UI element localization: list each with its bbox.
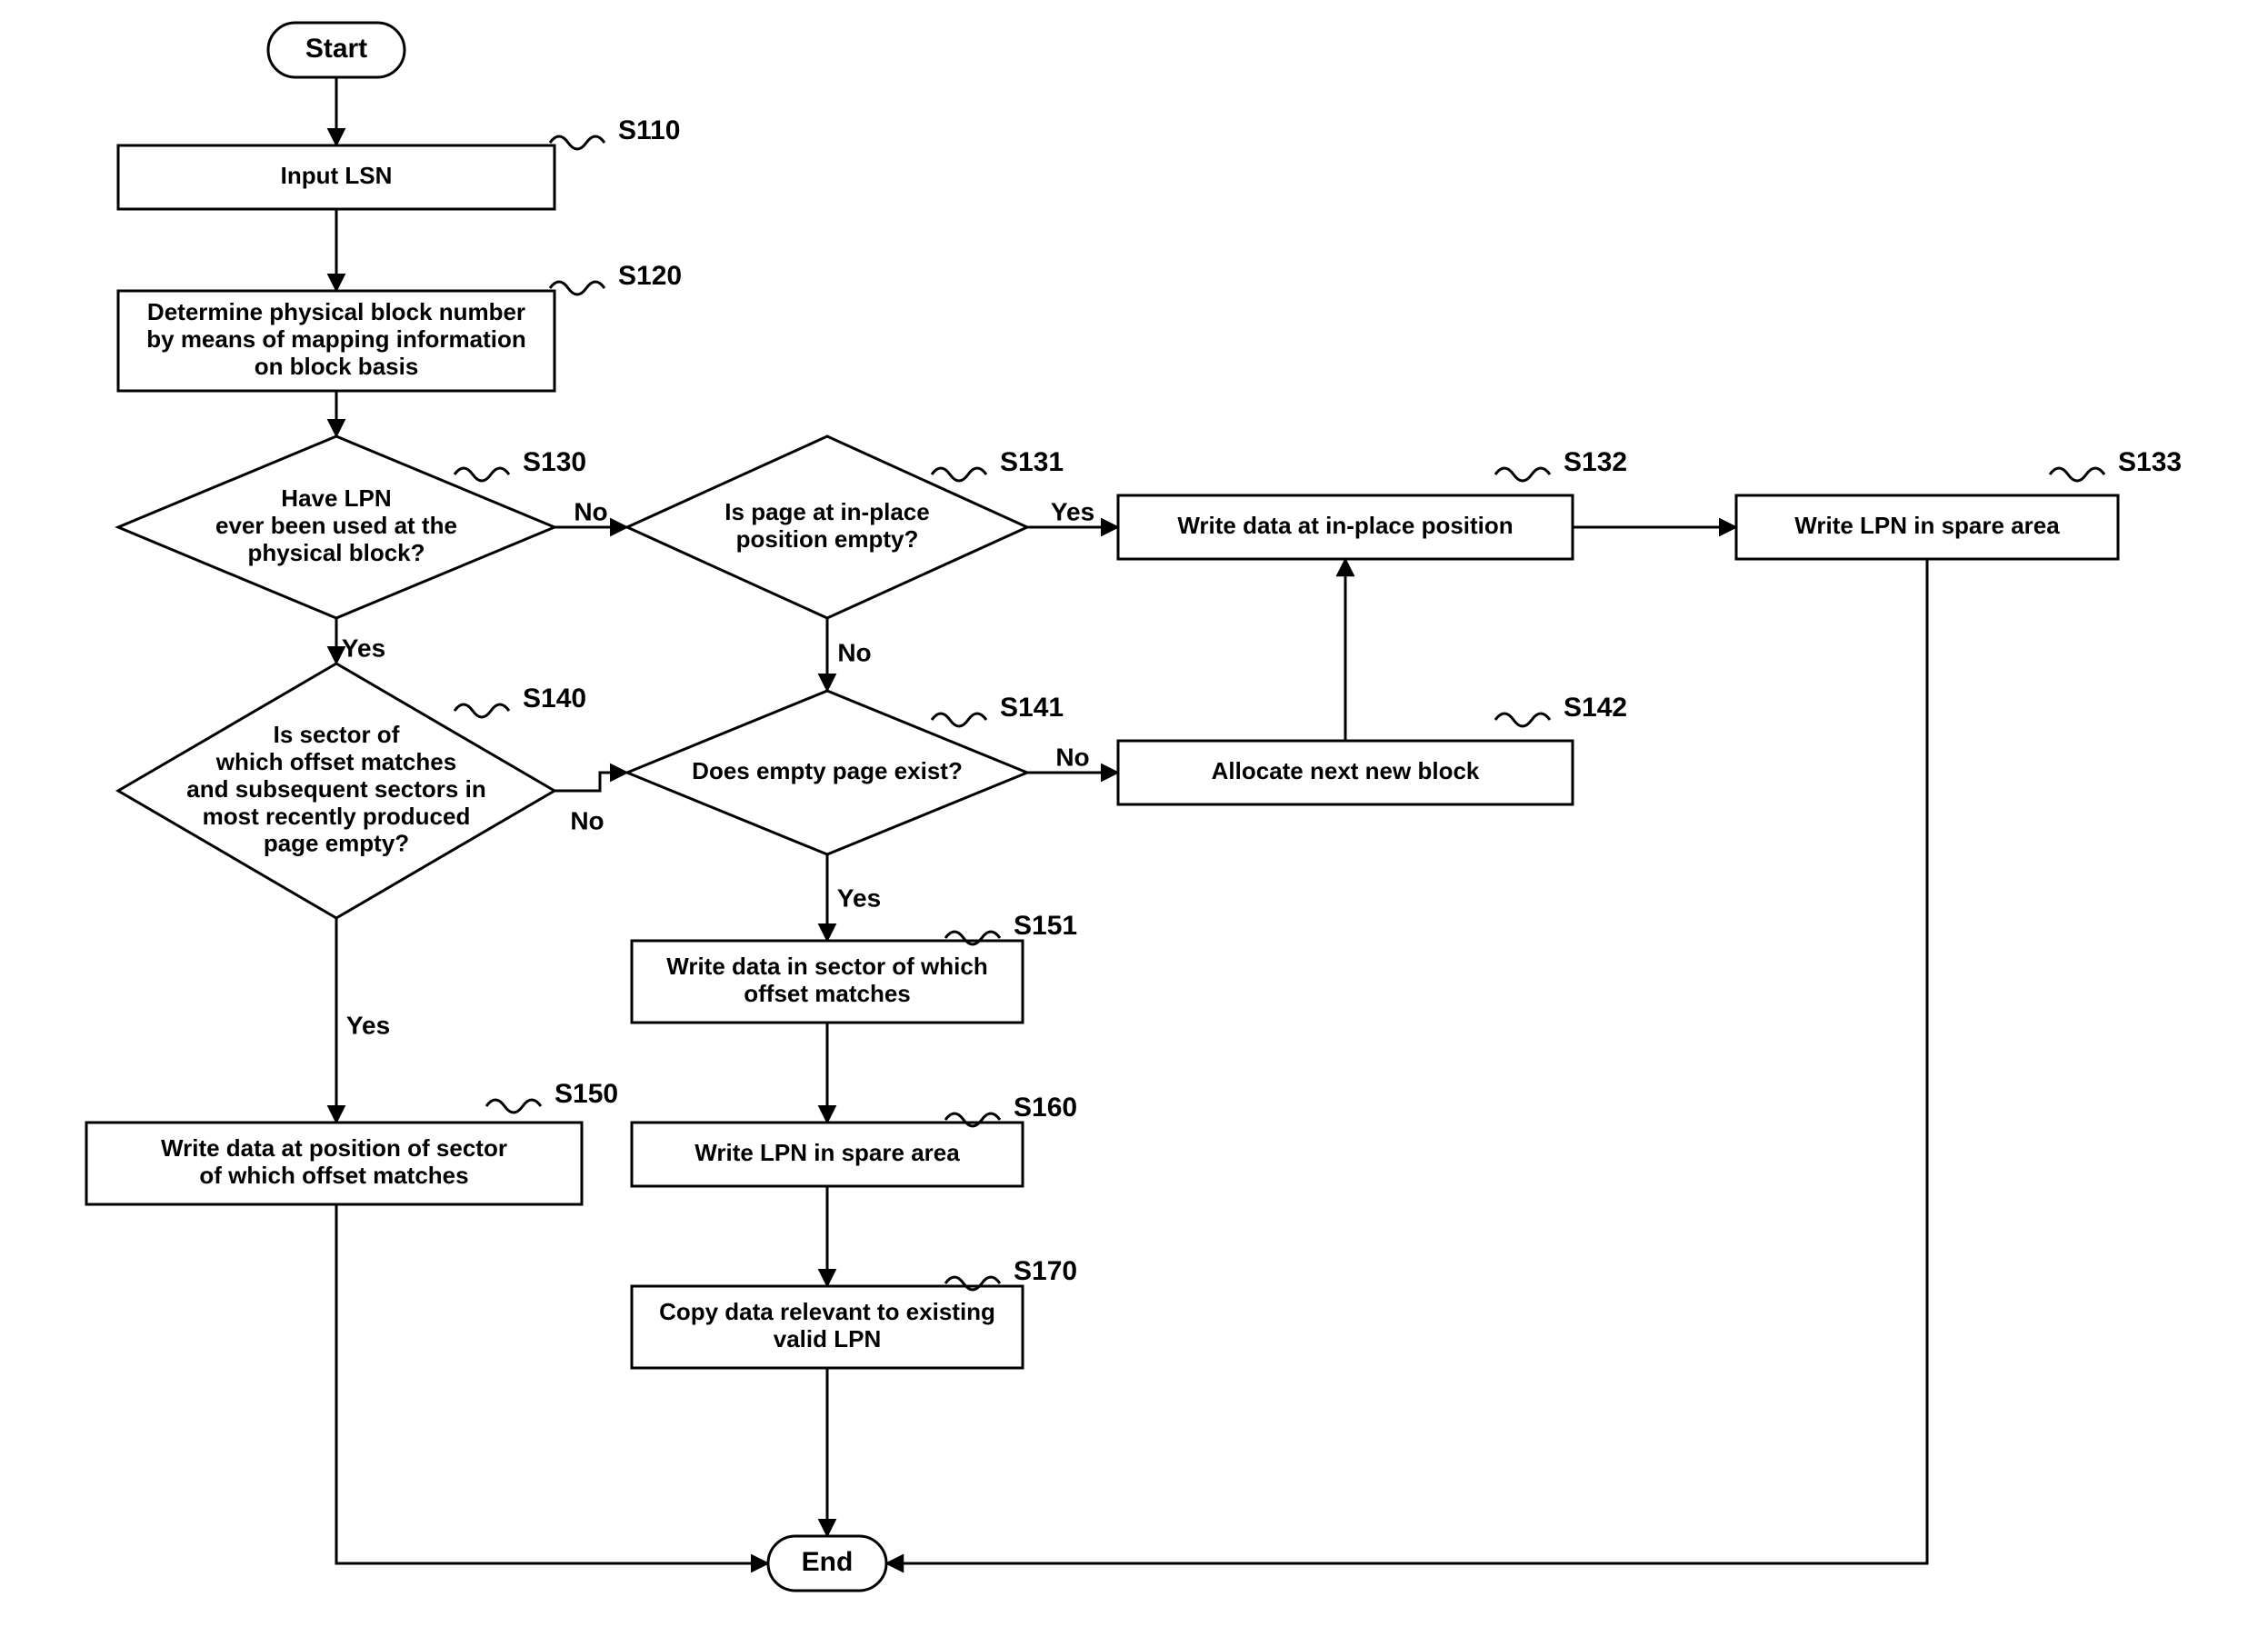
step-label-S120: S120 <box>618 261 682 291</box>
svg-text:Is page at in-place: Is page at in-place <box>724 498 929 525</box>
step-label-S151: S151 <box>1014 911 1077 941</box>
e-140-150-label: Yes <box>346 1011 390 1039</box>
step-label-S170: S170 <box>1014 1256 1077 1286</box>
step-label-S131: S131 <box>1000 447 1064 477</box>
e-140-141 <box>555 773 627 791</box>
svg-text:physical block?: physical block? <box>247 539 425 566</box>
step-label-S130: S130 <box>523 447 586 477</box>
svg-text:Input LSN: Input LSN <box>281 162 393 189</box>
svg-text:Have LPN: Have LPN <box>281 484 391 512</box>
flowchart: Start End Input LSN Determine physical bloc… <box>0 0 2268 1627</box>
e-131-141-label: No <box>837 638 871 666</box>
step-label-S110: S110 <box>618 115 680 145</box>
svg-text:of which offset matches: of which offset matches <box>199 1162 468 1189</box>
svg-text:Write LPN in spare area: Write LPN in spare area <box>1794 512 2060 539</box>
step-label-S140: S140 <box>523 684 586 714</box>
step-label-S141: S141 <box>1000 693 1064 723</box>
svg-text:Allocate next new block: Allocate next new block <box>1212 757 1480 784</box>
svg-text:Is sector of: Is sector of <box>274 721 400 748</box>
e-141-142-label: No <box>1055 743 1089 771</box>
svg-text:Copy data relevant to existing: Copy data relevant to existing <box>659 1298 995 1325</box>
svg-text:Does empty page exist?: Does empty page exist? <box>692 757 963 784</box>
e-150-end <box>336 1204 768 1563</box>
svg-text:Write data in sector of which: Write data in sector of which <box>666 953 987 980</box>
svg-text:Write data at position of sect: Write data at position of sector <box>161 1134 507 1162</box>
svg-text:and subsequent sectors in: and subsequent sectors in <box>186 775 485 803</box>
svg-text:End: End <box>802 1547 854 1577</box>
step-label-S142: S142 <box>1564 693 1627 723</box>
svg-text:which offset matches: which offset matches <box>215 748 456 775</box>
svg-text:Write data at in-place positio: Write data at in-place position <box>1177 512 1513 539</box>
svg-text:Determine physical block numbe: Determine physical block number <box>147 298 525 325</box>
e-130-140-label: Yes <box>342 634 385 662</box>
svg-text:position empty?: position empty? <box>736 525 919 553</box>
svg-text:most recently produced: most recently produced <box>203 803 471 830</box>
e-131-132-label: Yes <box>1051 497 1094 525</box>
svg-text:ever been used at the: ever been used at the <box>215 512 457 539</box>
step-label-S150: S150 <box>555 1079 618 1109</box>
step-label-S132: S132 <box>1564 447 1627 477</box>
svg-text:valid LPN: valid LPN <box>774 1325 881 1353</box>
svg-text:offset matches: offset matches <box>744 980 911 1007</box>
svg-text:by means of mapping informatio: by means of mapping information <box>146 325 525 353</box>
svg-text:Start: Start <box>305 34 367 64</box>
e-141-151-label: Yes <box>837 883 881 912</box>
e-130-131-label: No <box>574 497 607 525</box>
svg-text:on block basis: on block basis <box>255 353 419 380</box>
svg-text:page empty?: page empty? <box>264 830 409 857</box>
e-140-141-label: No <box>570 806 604 834</box>
svg-text:Write LPN in spare area: Write LPN in spare area <box>694 1139 960 1166</box>
step-label-S160: S160 <box>1014 1093 1077 1123</box>
step-label-S133: S133 <box>2118 447 2182 477</box>
